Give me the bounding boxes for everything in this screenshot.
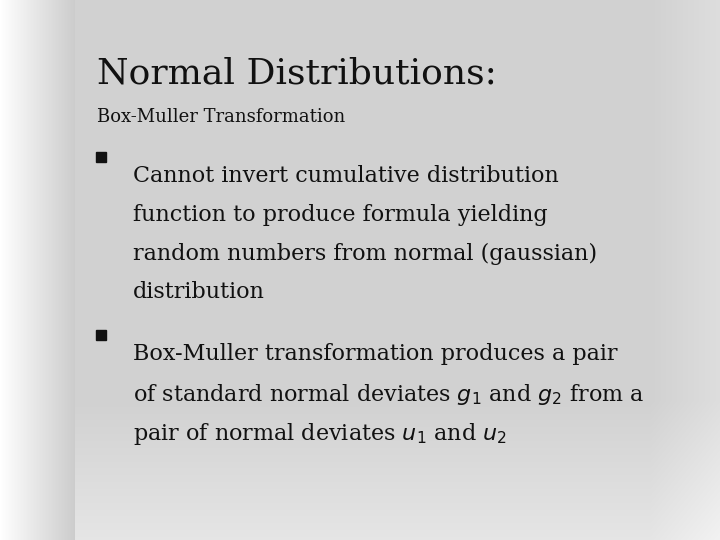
Text: random numbers from normal (gaussian): random numbers from normal (gaussian) — [133, 242, 598, 265]
FancyBboxPatch shape — [96, 330, 106, 340]
Text: Box-Muller Transformation: Box-Muller Transformation — [97, 108, 346, 126]
Text: distribution: distribution — [133, 281, 265, 303]
Text: of standard normal deviates $g_1$ and $g_2$ from a: of standard normal deviates $g_1$ and $g… — [133, 382, 644, 407]
FancyBboxPatch shape — [96, 152, 106, 162]
Text: function to produce formula yielding: function to produce formula yielding — [133, 204, 548, 226]
Text: Normal Distributions:: Normal Distributions: — [97, 57, 497, 91]
Text: pair of normal deviates $u_1$ and $u_2$: pair of normal deviates $u_1$ and $u_2$ — [133, 421, 507, 447]
Text: Box-Muller transformation produces a pair: Box-Muller transformation produces a pai… — [133, 343, 618, 365]
Text: Cannot invert cumulative distribution: Cannot invert cumulative distribution — [133, 165, 559, 187]
